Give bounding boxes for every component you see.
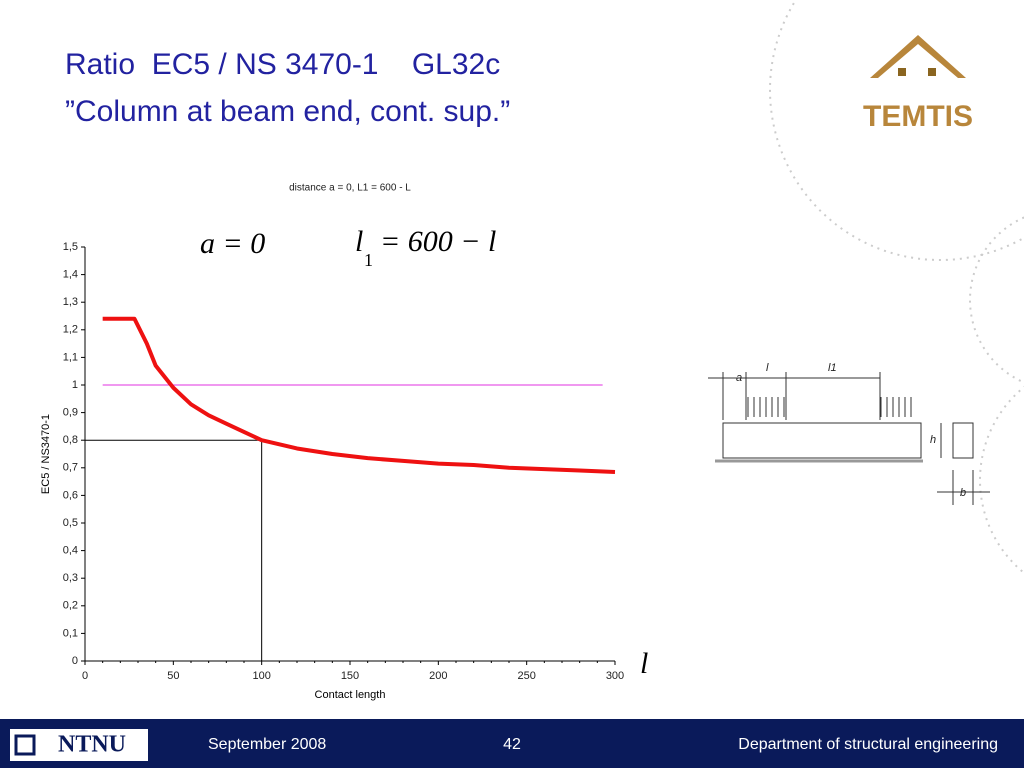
y-tick-label: 0,3	[63, 572, 78, 584]
x-tick-label: 250	[517, 670, 535, 682]
y-tick-label: 1,1	[63, 351, 78, 363]
x-tick-label: 50	[167, 670, 179, 682]
diagram-label: h	[930, 434, 936, 446]
logo-text: TEMTIS	[863, 100, 973, 133]
y-tick-label: 1,4	[63, 269, 78, 281]
formula: 1	[364, 250, 373, 270]
title-line: ”Column at beam end, cont. sup.”	[65, 95, 510, 128]
y-tick-label: 0,1	[63, 627, 78, 639]
decoration	[769, 0, 1024, 575]
beam-diagram	[708, 372, 990, 505]
formula: = 600 − l	[380, 225, 496, 258]
footer-department: Department of structural engineering	[738, 736, 998, 753]
y-tick-label: 0,2	[63, 600, 78, 612]
y-tick-label: 0	[72, 655, 78, 667]
logo: TEMTIS	[863, 35, 973, 133]
y-tick-label: 0,9	[63, 407, 78, 419]
y-tick-label: 1	[72, 379, 78, 391]
title-line: Ratio EC5 / NS 3470-1 GL32c	[65, 48, 500, 81]
x-symbol: l	[640, 647, 648, 680]
y-tick-label: 0,8	[63, 434, 78, 446]
ntnu-logo-mark	[14, 734, 36, 756]
formula: l	[355, 225, 363, 258]
y-axis-label: EC5 / NS3470-1	[40, 414, 52, 494]
formula: a = 0	[200, 227, 265, 260]
x-tick-label: 300	[606, 670, 624, 682]
y-tick-label: 1,3	[63, 296, 78, 308]
y-tick-label: 0,7	[63, 462, 78, 474]
diagram-label: l	[766, 362, 769, 374]
diagram-label: a	[736, 372, 742, 384]
data-line	[102, 316, 616, 474]
x-tick-label: 200	[429, 670, 447, 682]
footer-bar	[0, 719, 1024, 768]
x-tick-label: 150	[341, 670, 359, 682]
footer-date: September 2008	[208, 736, 326, 753]
x-axis-label: Contact length	[315, 689, 386, 701]
diagram-labels: a l l1 h b	[736, 362, 966, 499]
diagram-label: b	[960, 487, 966, 499]
y-tick-label: 0,4	[63, 545, 78, 557]
x-tick-label: 100	[252, 670, 270, 682]
diagram-label: l1	[828, 362, 837, 374]
y-tick-label: 0,5	[63, 517, 78, 529]
ntnu-logo: NTNU	[58, 732, 126, 758]
footer-page: 42	[503, 736, 521, 753]
chart-title: distance a = 0, L1 = 600 - L	[289, 183, 411, 194]
y-tick-label: 0,6	[63, 489, 78, 501]
y-tick-label: 1,2	[63, 324, 78, 336]
x-tick-label: 0	[82, 670, 88, 682]
y-tick-label: 1,5	[63, 241, 78, 253]
